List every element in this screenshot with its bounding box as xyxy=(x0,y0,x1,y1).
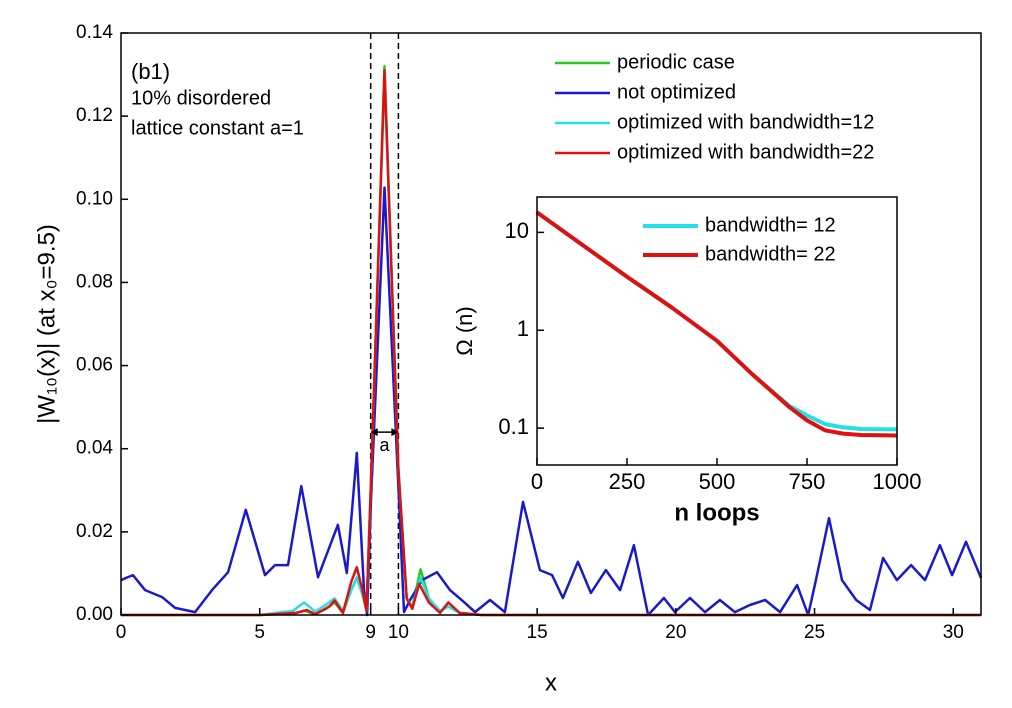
legend-label: not optimized xyxy=(617,81,736,103)
y-tick-label: 0.10 xyxy=(76,188,113,209)
y-tick-label: 0.02 xyxy=(76,521,113,542)
y-tick-label: 0.14 xyxy=(76,22,113,43)
series-line xyxy=(120,186,983,617)
x-tick-label: 0 xyxy=(531,469,543,494)
y-tick-label: 0.1 xyxy=(498,414,529,439)
annotation: lattice constant a=1 xyxy=(131,117,304,139)
annotation: 10% disordered xyxy=(131,87,271,109)
legend-label: bandwidth= 22 xyxy=(705,243,836,265)
y-tick-label: 0.00 xyxy=(76,604,113,625)
legend-label: optimized with bandwidth=12 xyxy=(617,111,874,133)
x-tick-label: 10 xyxy=(388,622,409,643)
x-axis-label: x xyxy=(545,669,557,696)
y-tick-label: 0.12 xyxy=(76,105,113,126)
x-tick-label: 500 xyxy=(699,469,736,494)
x-tick-label: 20 xyxy=(665,622,686,643)
annotation: (b1) xyxy=(131,59,170,84)
y-axis-label: Ω (n) xyxy=(452,306,477,355)
x-tick-label: 15 xyxy=(527,622,548,643)
x-tick-label: 9 xyxy=(365,622,376,643)
x-tick-label: 1000 xyxy=(873,469,922,494)
y-axis-label: |W₁₀(x)| (at x₀=9.5) xyxy=(33,224,60,424)
series-line xyxy=(535,210,898,438)
legend-label: periodic case xyxy=(617,51,735,73)
annotation: a xyxy=(380,435,391,455)
y-tick-label: 0.08 xyxy=(76,271,113,292)
plot-frame xyxy=(120,32,982,616)
series-line xyxy=(121,69,981,617)
y-tick-label: 1 xyxy=(517,316,529,341)
x-tick-label: 5 xyxy=(254,622,265,643)
plot-area xyxy=(537,197,897,465)
x-tick-label: 25 xyxy=(804,622,825,643)
x-axis-label: n loops xyxy=(674,499,759,526)
legend-label: optimized with bandwidth=22 xyxy=(617,141,874,163)
x-tick-label: 750 xyxy=(789,469,826,494)
x-tick-label: 0 xyxy=(116,622,127,643)
legend-label: bandwidth= 12 xyxy=(705,214,836,236)
x-tick-label: 30 xyxy=(943,622,964,643)
x-tick-label: 250 xyxy=(609,469,646,494)
y-tick-label: 10 xyxy=(505,218,529,243)
arrow-head xyxy=(370,428,399,437)
y-tick-label: 0.04 xyxy=(76,438,113,459)
y-tick-label: 0.06 xyxy=(76,355,113,376)
